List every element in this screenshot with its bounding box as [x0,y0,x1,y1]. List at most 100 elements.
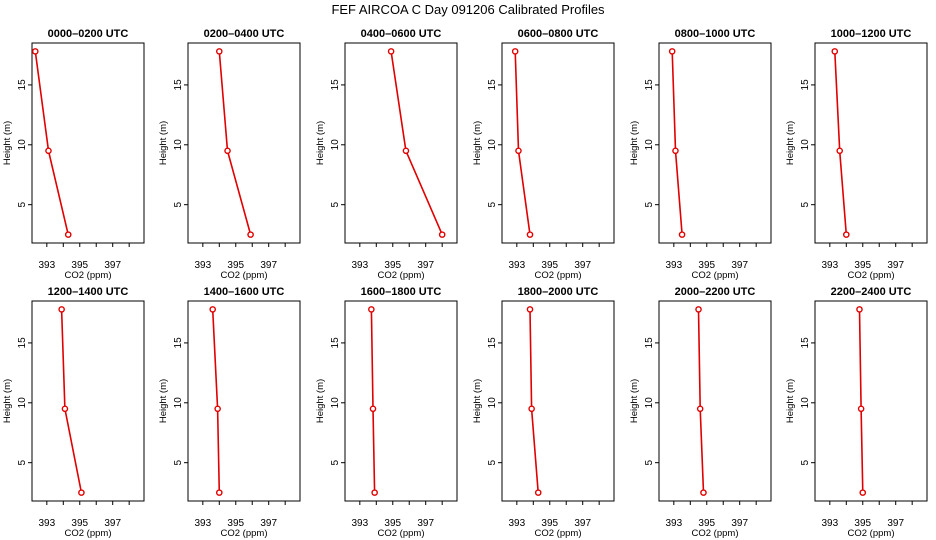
y-tick-label: 15 [644,79,655,91]
y-axis-label: Height (m) [2,121,13,165]
y-tick-label: 10 [644,397,655,409]
y-axis-label: Height (m) [785,121,796,165]
x-tick-label: 395 [71,260,88,271]
y-tick-label: 15 [800,79,811,91]
x-tick-label: 393 [508,518,525,529]
y-tick-label: 15 [487,337,498,349]
y-axis-label: Height (m) [785,379,796,423]
plot-frame [31,42,145,244]
data-point [836,147,844,155]
panel-2: 0200–0400 UTC 393 395 397 5 10 15 CO2 (ppm) Heig… [158,28,301,281]
data-point [831,48,839,55]
x-tick-label: 393 [38,260,55,271]
panel-1: 0000–0200 UTC 393 395 397 5 10 15 CO2 (ppm) Heig… [2,28,145,281]
x-axis-label: CO2 (ppm) [65,528,112,539]
plot-frame [344,42,458,244]
panel-7: 1200–1400 UTC 393 395 397 5 10 15 CO2 (ppm) Heig… [2,286,145,539]
x-tick-label: 395 [384,260,401,271]
plot-frame [814,300,928,502]
x-tick-label: 393 [665,260,682,271]
x-tick-label: 395 [384,518,401,529]
panel-title: 0800–1000 UTC [675,28,756,40]
y-tick-label: 10 [800,397,811,409]
data-point [58,306,65,313]
data-point [215,489,223,496]
profile-line [514,51,531,235]
y-tick-label: 10 [487,397,498,409]
x-tick-label: 393 [351,260,368,271]
data-point [859,489,867,496]
panel-title: 0000–0200 UTC [48,28,129,40]
x-tick-label: 393 [194,260,211,271]
plot-frame [31,300,145,502]
y-tick-label: 5 [487,459,498,465]
profile-line [218,51,252,235]
x-axis-label: CO2 (ppm) [378,270,425,281]
y-tick-label: 15 [330,79,341,91]
y-axis-label: Height (m) [629,121,640,165]
profile-line [834,51,848,235]
data-point [696,405,704,413]
x-tick-label: 393 [821,260,838,271]
data-point [61,405,69,413]
data-point [672,147,679,155]
panel-title: 1400–1600 UTC [204,286,285,298]
x-tick-label: 397 [417,518,434,529]
panel-9: 1600–1800 UTC 393 395 397 5 10 15 CO2 (ppm) Heig… [315,286,458,539]
x-tick-label: 393 [194,518,211,529]
x-tick-label: 395 [227,518,244,529]
data-point [371,489,378,496]
x-tick-label: 397 [574,260,591,271]
panel-5: 0800–1000 UTC 393 395 397 5 10 15 CO2 (ppm) Heig… [629,28,772,281]
y-axis-label: Height (m) [158,121,169,165]
x-tick-label: 397 [731,260,748,271]
x-axis-label: CO2 (ppm) [221,528,268,539]
panel-grid: 0000–0200 UTC 393 395 397 5 10 15 CO2 (ppm) Heig… [2,28,928,539]
panel-title: 0200–0400 UTC [204,28,285,40]
plot-frame [814,42,928,244]
y-axis-label: Height (m) [472,379,483,423]
panel-6: 1000–1200 UTC 393 395 397 5 10 15 CO2 (ppm) Heig… [785,28,928,281]
profile-line [34,51,69,235]
x-tick-label: 397 [260,518,277,529]
x-axis-label: CO2 (ppm) [65,270,112,281]
y-tick-label: 5 [17,201,28,207]
y-tick-label: 10 [487,139,498,151]
x-tick-label: 395 [227,260,244,271]
x-tick-label: 395 [541,260,558,271]
y-tick-label: 15 [17,79,28,91]
panel-4: 0600–0800 UTC 393 395 397 5 10 15 CO2 (ppm) Heig… [472,28,615,281]
data-point [368,306,375,313]
y-tick-label: 15 [487,79,498,91]
data-point [856,306,863,313]
data-point [526,306,534,313]
y-tick-label: 5 [800,201,811,207]
plot-frame [187,42,301,244]
y-tick-label: 15 [173,79,184,91]
data-point [247,231,254,238]
panel-11: 2000–2200 UTC 393 395 397 5 10 15 CO2 (ppm) Heig… [629,286,772,539]
profile-line [858,309,864,493]
data-point [842,231,850,238]
y-tick-label: 15 [173,337,184,349]
y-tick-label: 5 [800,459,811,465]
data-point [224,147,231,155]
y-tick-label: 10 [173,397,184,409]
panel-title: 0400–0600 UTC [361,28,442,40]
x-tick-label: 393 [38,518,55,529]
x-tick-label: 397 [260,260,277,271]
x-tick-label: 393 [508,260,525,271]
panel-title: 2200–2400 UTC [831,286,912,298]
data-point [215,48,223,55]
profile-line [697,309,705,493]
y-tick-label: 5 [644,201,655,207]
x-tick-label: 397 [104,260,121,271]
data-point [668,48,676,55]
data-point [857,405,865,413]
panel-title: 1600–1800 UTC [361,286,442,298]
y-tick-label: 15 [17,337,28,349]
y-tick-label: 5 [173,201,184,207]
panel-title: 2000–2200 UTC [675,286,756,298]
x-axis-label: CO2 (ppm) [378,528,425,539]
